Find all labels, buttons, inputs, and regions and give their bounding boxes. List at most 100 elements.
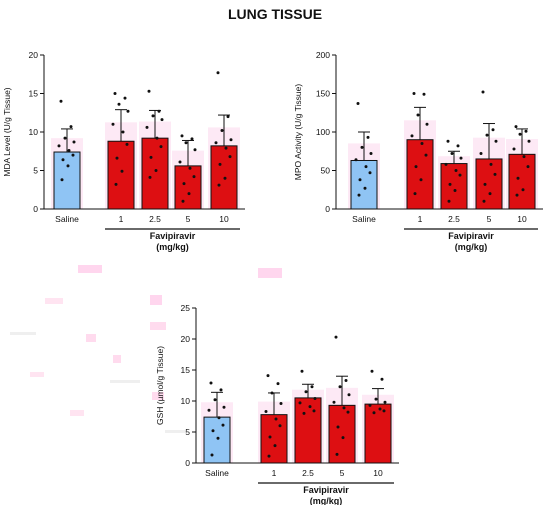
data-point bbox=[270, 391, 274, 395]
group-unit: (mg/kg) bbox=[156, 242, 189, 252]
data-point bbox=[483, 182, 487, 186]
data-point bbox=[514, 125, 518, 129]
bar bbox=[328, 404, 356, 464]
bar bbox=[174, 165, 202, 210]
data-point bbox=[383, 400, 387, 404]
data-point bbox=[216, 436, 220, 440]
tick-label-x: 10 bbox=[517, 214, 527, 224]
y-axis-label: MPO Activity (U/g Tissue) bbox=[293, 84, 303, 181]
data-point bbox=[334, 335, 338, 339]
data-point bbox=[344, 379, 348, 383]
data-point bbox=[413, 192, 417, 196]
data-point bbox=[214, 141, 218, 145]
chart-mda: Saline 1 2.5 5 10 0 5 10 15 20 MDA Level (U/g Tiss… bbox=[2, 50, 245, 252]
bar bbox=[364, 403, 392, 464]
tick-label-x: 10 bbox=[373, 468, 383, 478]
data-point bbox=[178, 160, 182, 164]
data-point bbox=[494, 139, 498, 143]
tick-label-y: 5 bbox=[33, 166, 38, 176]
data-point bbox=[366, 135, 370, 139]
tick-label-y: 20 bbox=[181, 334, 191, 344]
data-point bbox=[358, 178, 362, 182]
data-point bbox=[187, 192, 191, 196]
data-point bbox=[217, 416, 221, 420]
data-point bbox=[444, 162, 448, 166]
bar bbox=[107, 140, 135, 210]
data-point bbox=[145, 125, 149, 129]
tick-label-y: 20 bbox=[29, 50, 39, 60]
data-point bbox=[211, 429, 215, 433]
data-point bbox=[488, 192, 492, 196]
data-point bbox=[268, 435, 272, 439]
data-point bbox=[370, 369, 374, 373]
bar bbox=[294, 397, 322, 464]
data-point bbox=[522, 155, 526, 159]
group-label: Favipiravir bbox=[150, 231, 196, 241]
data-point bbox=[67, 148, 71, 152]
data-point bbox=[419, 178, 423, 182]
data-point bbox=[454, 169, 458, 172]
data-point bbox=[481, 90, 485, 94]
tick-label-y: 150 bbox=[316, 89, 330, 99]
y-axis-label: GSH (µmol/g Tissue) bbox=[155, 346, 165, 425]
tick-label-x: 2.5 bbox=[302, 468, 314, 478]
tick-label-y: 5 bbox=[185, 427, 190, 437]
data-point bbox=[155, 136, 159, 140]
data-point bbox=[335, 452, 339, 456]
data-point bbox=[382, 409, 386, 413]
data-point bbox=[300, 369, 304, 373]
data-point bbox=[459, 156, 463, 160]
y-axis-label: MDA Level (U/g Tissue) bbox=[2, 87, 12, 176]
data-point bbox=[229, 138, 233, 142]
data-point bbox=[515, 193, 519, 197]
group-label: Favipiravir bbox=[448, 231, 494, 241]
data-point bbox=[313, 397, 317, 401]
data-point bbox=[414, 165, 418, 169]
bar bbox=[508, 153, 536, 210]
tick-label-x: 1 bbox=[119, 214, 124, 224]
data-point bbox=[61, 158, 65, 162]
data-point bbox=[264, 410, 268, 414]
data-point bbox=[210, 453, 214, 457]
data-point bbox=[226, 115, 230, 119]
data-point bbox=[380, 377, 384, 381]
data-point bbox=[148, 175, 152, 179]
data-point bbox=[147, 89, 151, 93]
data-point bbox=[410, 134, 414, 138]
data-point bbox=[126, 109, 130, 113]
tick-label-x: Saline bbox=[55, 214, 79, 224]
data-point bbox=[342, 406, 346, 410]
chart-gsh: Saline 1 2.5 5 10 0 5 10 15 20 25 GSH (µmol/g Tissu… bbox=[155, 303, 399, 505]
data-point bbox=[425, 122, 429, 126]
data-point bbox=[489, 162, 493, 166]
data-point bbox=[221, 423, 225, 427]
data-point bbox=[276, 382, 280, 386]
data-point bbox=[364, 165, 368, 169]
data-point bbox=[412, 92, 416, 95]
data-point bbox=[336, 425, 340, 429]
data-point bbox=[60, 178, 64, 182]
data-point bbox=[159, 145, 163, 149]
bar bbox=[260, 414, 288, 464]
data-point bbox=[223, 176, 227, 180]
data-point bbox=[491, 128, 495, 132]
tick-label-y: 0 bbox=[325, 204, 330, 214]
data-point bbox=[157, 109, 161, 113]
data-point bbox=[279, 401, 283, 405]
data-point bbox=[273, 444, 277, 448]
data-point bbox=[420, 142, 424, 146]
data-point bbox=[66, 164, 70, 168]
data-point bbox=[518, 132, 522, 136]
data-point bbox=[228, 155, 232, 159]
tick-label-y: 25 bbox=[181, 303, 191, 313]
data-point bbox=[59, 99, 63, 103]
data-point bbox=[120, 169, 124, 173]
data-point bbox=[356, 102, 360, 106]
tick-label-x: 2.5 bbox=[448, 214, 460, 224]
data-point bbox=[338, 385, 342, 389]
data-point bbox=[368, 403, 372, 407]
data-point bbox=[193, 148, 197, 152]
blurred-area bbox=[4, 260, 282, 433]
data-point bbox=[114, 182, 118, 186]
